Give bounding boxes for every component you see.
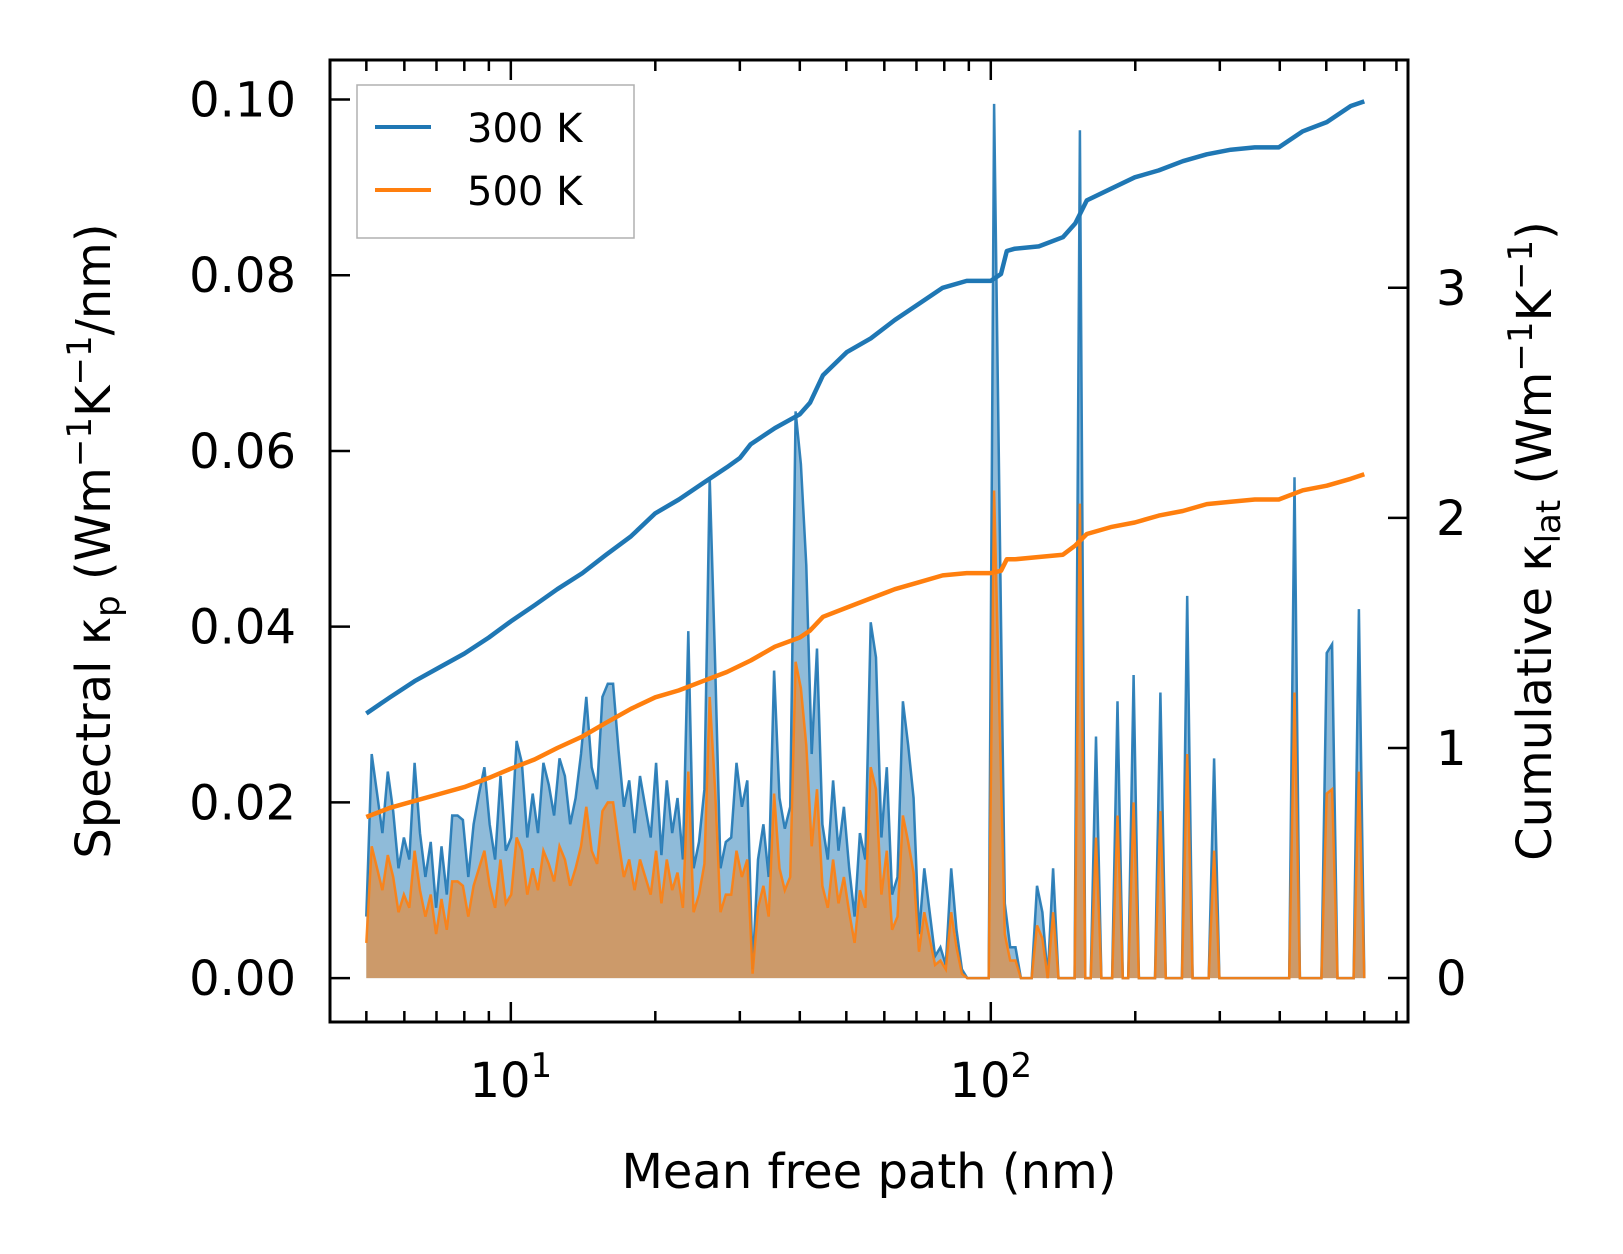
right-y-tick-labels: 0 1 2 3 bbox=[1436, 261, 1467, 1007]
right-y-label-end: ) bbox=[1507, 221, 1563, 240]
spectral-area-300K bbox=[366, 103, 1365, 979]
spectral-line-500K bbox=[365, 490, 1366, 980]
cumulative-line-500K bbox=[365, 472, 1366, 820]
right-y-label-mid: K bbox=[1507, 288, 1563, 321]
left-y-label-prefix: Spectral κ bbox=[66, 617, 122, 859]
spectral-area-500K bbox=[366, 490, 1365, 979]
right-y-tick-label: 3 bbox=[1436, 261, 1467, 317]
x-tick-label: 102 bbox=[949, 1046, 1032, 1109]
left-y-label-end: /nm) bbox=[66, 223, 122, 335]
x-axis-label: Mean free path (nm) bbox=[622, 1144, 1117, 1200]
legend: 300 K 500 K bbox=[356, 84, 635, 239]
left-y-axis-label: Spectral κp (Wm−1K−1/nm) bbox=[60, 223, 128, 858]
axis-ticks bbox=[330, 60, 1408, 1022]
legend-label-500K: 500 K bbox=[467, 169, 584, 215]
right-y-label-sup2: −1 bbox=[1501, 240, 1541, 290]
left-y-tick-label: 0.00 bbox=[189, 951, 296, 1007]
left-y-tick-label: 0.02 bbox=[189, 775, 296, 831]
left-y-tick-labels: 0.00 0.02 0.04 0.06 0.08 0.10 bbox=[189, 73, 296, 1008]
x-tick-exponent: 2 bbox=[1011, 1046, 1033, 1086]
right-y-label-suffix: (Wm bbox=[1507, 372, 1563, 500]
left-y-tick-label: 0.08 bbox=[189, 248, 296, 304]
x-tick-base: 10 bbox=[949, 1053, 1010, 1109]
left-y-label-mid: K bbox=[66, 384, 122, 417]
legend-label-300K: 300 K bbox=[467, 106, 584, 152]
right-y-tick-label: 0 bbox=[1436, 951, 1467, 1007]
left-y-label-sup1: −1 bbox=[60, 417, 100, 467]
right-y-label-sub: lat bbox=[1529, 500, 1569, 544]
legend-box bbox=[356, 84, 635, 239]
series-lines bbox=[365, 99, 1366, 820]
left-y-label-suffix: (Wm bbox=[66, 467, 122, 595]
right-y-tick-label: 1 bbox=[1436, 721, 1467, 777]
right-y-axis-label: Cumulative κlat (Wm−1K−1) bbox=[1501, 221, 1569, 861]
left-y-label-sup2: −1 bbox=[60, 335, 100, 385]
spectral-fills bbox=[365, 103, 1366, 980]
x-tick-labels: 101 102 bbox=[469, 1046, 1032, 1109]
left-y-tick-label: 0.10 bbox=[189, 73, 296, 129]
x-tick-label: 101 bbox=[469, 1046, 552, 1109]
right-y-label-prefix: Cumulative κ bbox=[1507, 543, 1563, 861]
left-y-tick-label: 0.04 bbox=[189, 600, 296, 656]
right-y-tick-label: 2 bbox=[1436, 491, 1467, 547]
x-tick-base: 10 bbox=[469, 1053, 530, 1109]
left-y-tick-label: 0.06 bbox=[189, 424, 296, 480]
cumulative-line-300K bbox=[365, 99, 1366, 716]
x-tick-exponent: 1 bbox=[531, 1046, 553, 1086]
right-y-label-sup1: −1 bbox=[1501, 321, 1541, 371]
left-y-label-sub: p bbox=[88, 595, 128, 617]
plot-frame bbox=[328, 58, 1410, 1024]
